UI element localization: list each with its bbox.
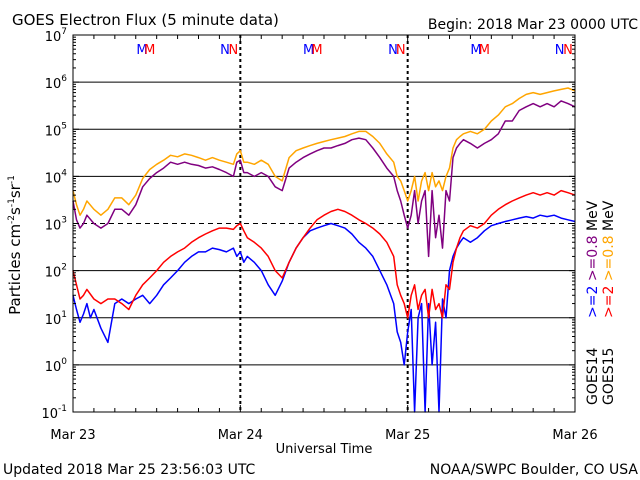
event-marker: M bbox=[470, 43, 481, 58]
event-marker: M bbox=[144, 43, 155, 58]
legend-entry: GOES15 bbox=[601, 348, 617, 405]
event-marker: M bbox=[303, 43, 314, 58]
credit: NOAA/SWPC Boulder, CO USA bbox=[430, 462, 639, 478]
y-tick-label: 10-1 bbox=[41, 404, 67, 422]
begin-time: Begin: 2018 Mar 23 0000 UTC bbox=[428, 17, 638, 33]
y-tick-label: 104 bbox=[45, 168, 68, 186]
legend-label: GOES15 bbox=[601, 348, 617, 405]
legend-label: >=0.8 bbox=[585, 235, 601, 285]
updated-timestamp: Updated 2018 Mar 25 23:56:03 UTC bbox=[3, 462, 256, 478]
y-tick-label: 107 bbox=[45, 27, 67, 45]
legend-entry: >=2 >=0.8 MeV bbox=[585, 200, 601, 318]
y-tick-label: 103 bbox=[45, 216, 67, 234]
legend-label: >=2 bbox=[601, 286, 617, 318]
legend-entry: >=2 >=0.8 MeV bbox=[601, 200, 617, 318]
event-marker: M bbox=[311, 43, 322, 58]
legend-entry: GOES14 bbox=[585, 347, 601, 405]
event-marker: N bbox=[555, 43, 565, 58]
y-tick-label: 100 bbox=[45, 357, 68, 375]
x-axis: Mar 23 Mar 24 Mar 25 Mar 26 bbox=[50, 35, 598, 443]
x-tick-label: Mar 25 bbox=[385, 428, 430, 443]
series-line bbox=[72, 214, 576, 413]
event-marker: N bbox=[220, 43, 230, 58]
series-line bbox=[72, 87, 576, 216]
chart-title: GOES Electron Flux (5 minute data) bbox=[12, 11, 279, 29]
y-axis: 10-1 100 101 102 103 104 105 106 107 bbox=[41, 27, 575, 422]
event-markers: MM NN MM NN MM NN bbox=[136, 43, 572, 58]
series-layer bbox=[72, 87, 576, 413]
legend-label: MeV bbox=[601, 200, 617, 235]
legend-label: GOES14 bbox=[585, 347, 601, 405]
x-tick-label: Mar 24 bbox=[218, 428, 263, 443]
y-tick-label: 101 bbox=[45, 310, 67, 328]
series-line bbox=[72, 189, 576, 319]
x-tick-label: Mar 26 bbox=[552, 428, 597, 443]
legend-label: >=2 bbox=[585, 286, 601, 318]
y-tick-label: 105 bbox=[45, 121, 67, 139]
event-marker: N bbox=[396, 43, 406, 58]
x-tick-label: Mar 23 bbox=[50, 428, 95, 443]
series-line bbox=[72, 100, 576, 258]
event-marker: M bbox=[479, 43, 490, 58]
event-marker: N bbox=[228, 43, 238, 58]
y-tick-label: 106 bbox=[45, 74, 68, 92]
event-marker: M bbox=[136, 43, 147, 58]
y-tick-label: 102 bbox=[45, 263, 67, 281]
event-marker: N bbox=[388, 43, 398, 58]
y-axis-label: Particles cm-2s-1sr-1 bbox=[6, 175, 24, 315]
legend-label: MeV bbox=[585, 200, 601, 235]
legend-label: >=0.8 bbox=[601, 235, 617, 285]
x-axis-label: Universal Time bbox=[276, 442, 373, 457]
event-marker: N bbox=[563, 43, 573, 58]
